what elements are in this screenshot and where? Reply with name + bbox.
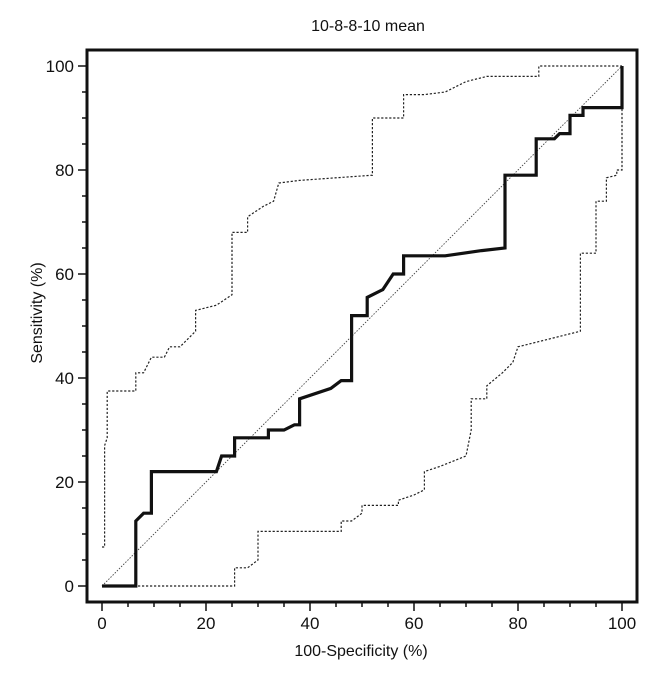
y-tick-label: 60 bbox=[55, 265, 74, 284]
x-tick-label: 20 bbox=[197, 614, 216, 633]
y-tick-label: 20 bbox=[55, 473, 74, 492]
reference-diagonal-line bbox=[101, 65, 623, 587]
plot-frame bbox=[85, 48, 639, 604]
x-tick-label: 60 bbox=[405, 614, 424, 633]
lower-ci-line bbox=[102, 66, 623, 587]
x-tick-label: 40 bbox=[301, 614, 320, 633]
y-tick-label: 0 bbox=[65, 577, 74, 596]
y-tick-label: 80 bbox=[55, 161, 74, 180]
series-layer bbox=[101, 65, 624, 588]
x-tick-label: 100 bbox=[608, 614, 636, 633]
x-axis-ticks: 0 20 40 60 80 100 bbox=[97, 602, 636, 633]
y-axis-title: Sensitivity (%) bbox=[29, 262, 46, 363]
y-tick-label: 100 bbox=[46, 57, 74, 76]
y-tick-label: 40 bbox=[55, 369, 74, 388]
roc-curve-line bbox=[102, 66, 624, 588]
y-axis-ticks: 0 20 40 60 80 100 bbox=[46, 57, 87, 596]
x-tick-label: 80 bbox=[509, 614, 528, 633]
x-tick-label: 0 bbox=[97, 614, 106, 633]
chart-title: 10-8-8-10 mean bbox=[311, 18, 425, 35]
x-axis-title: 100-Specificity (%) bbox=[294, 643, 427, 660]
upper-ci-line bbox=[102, 65, 622, 548]
